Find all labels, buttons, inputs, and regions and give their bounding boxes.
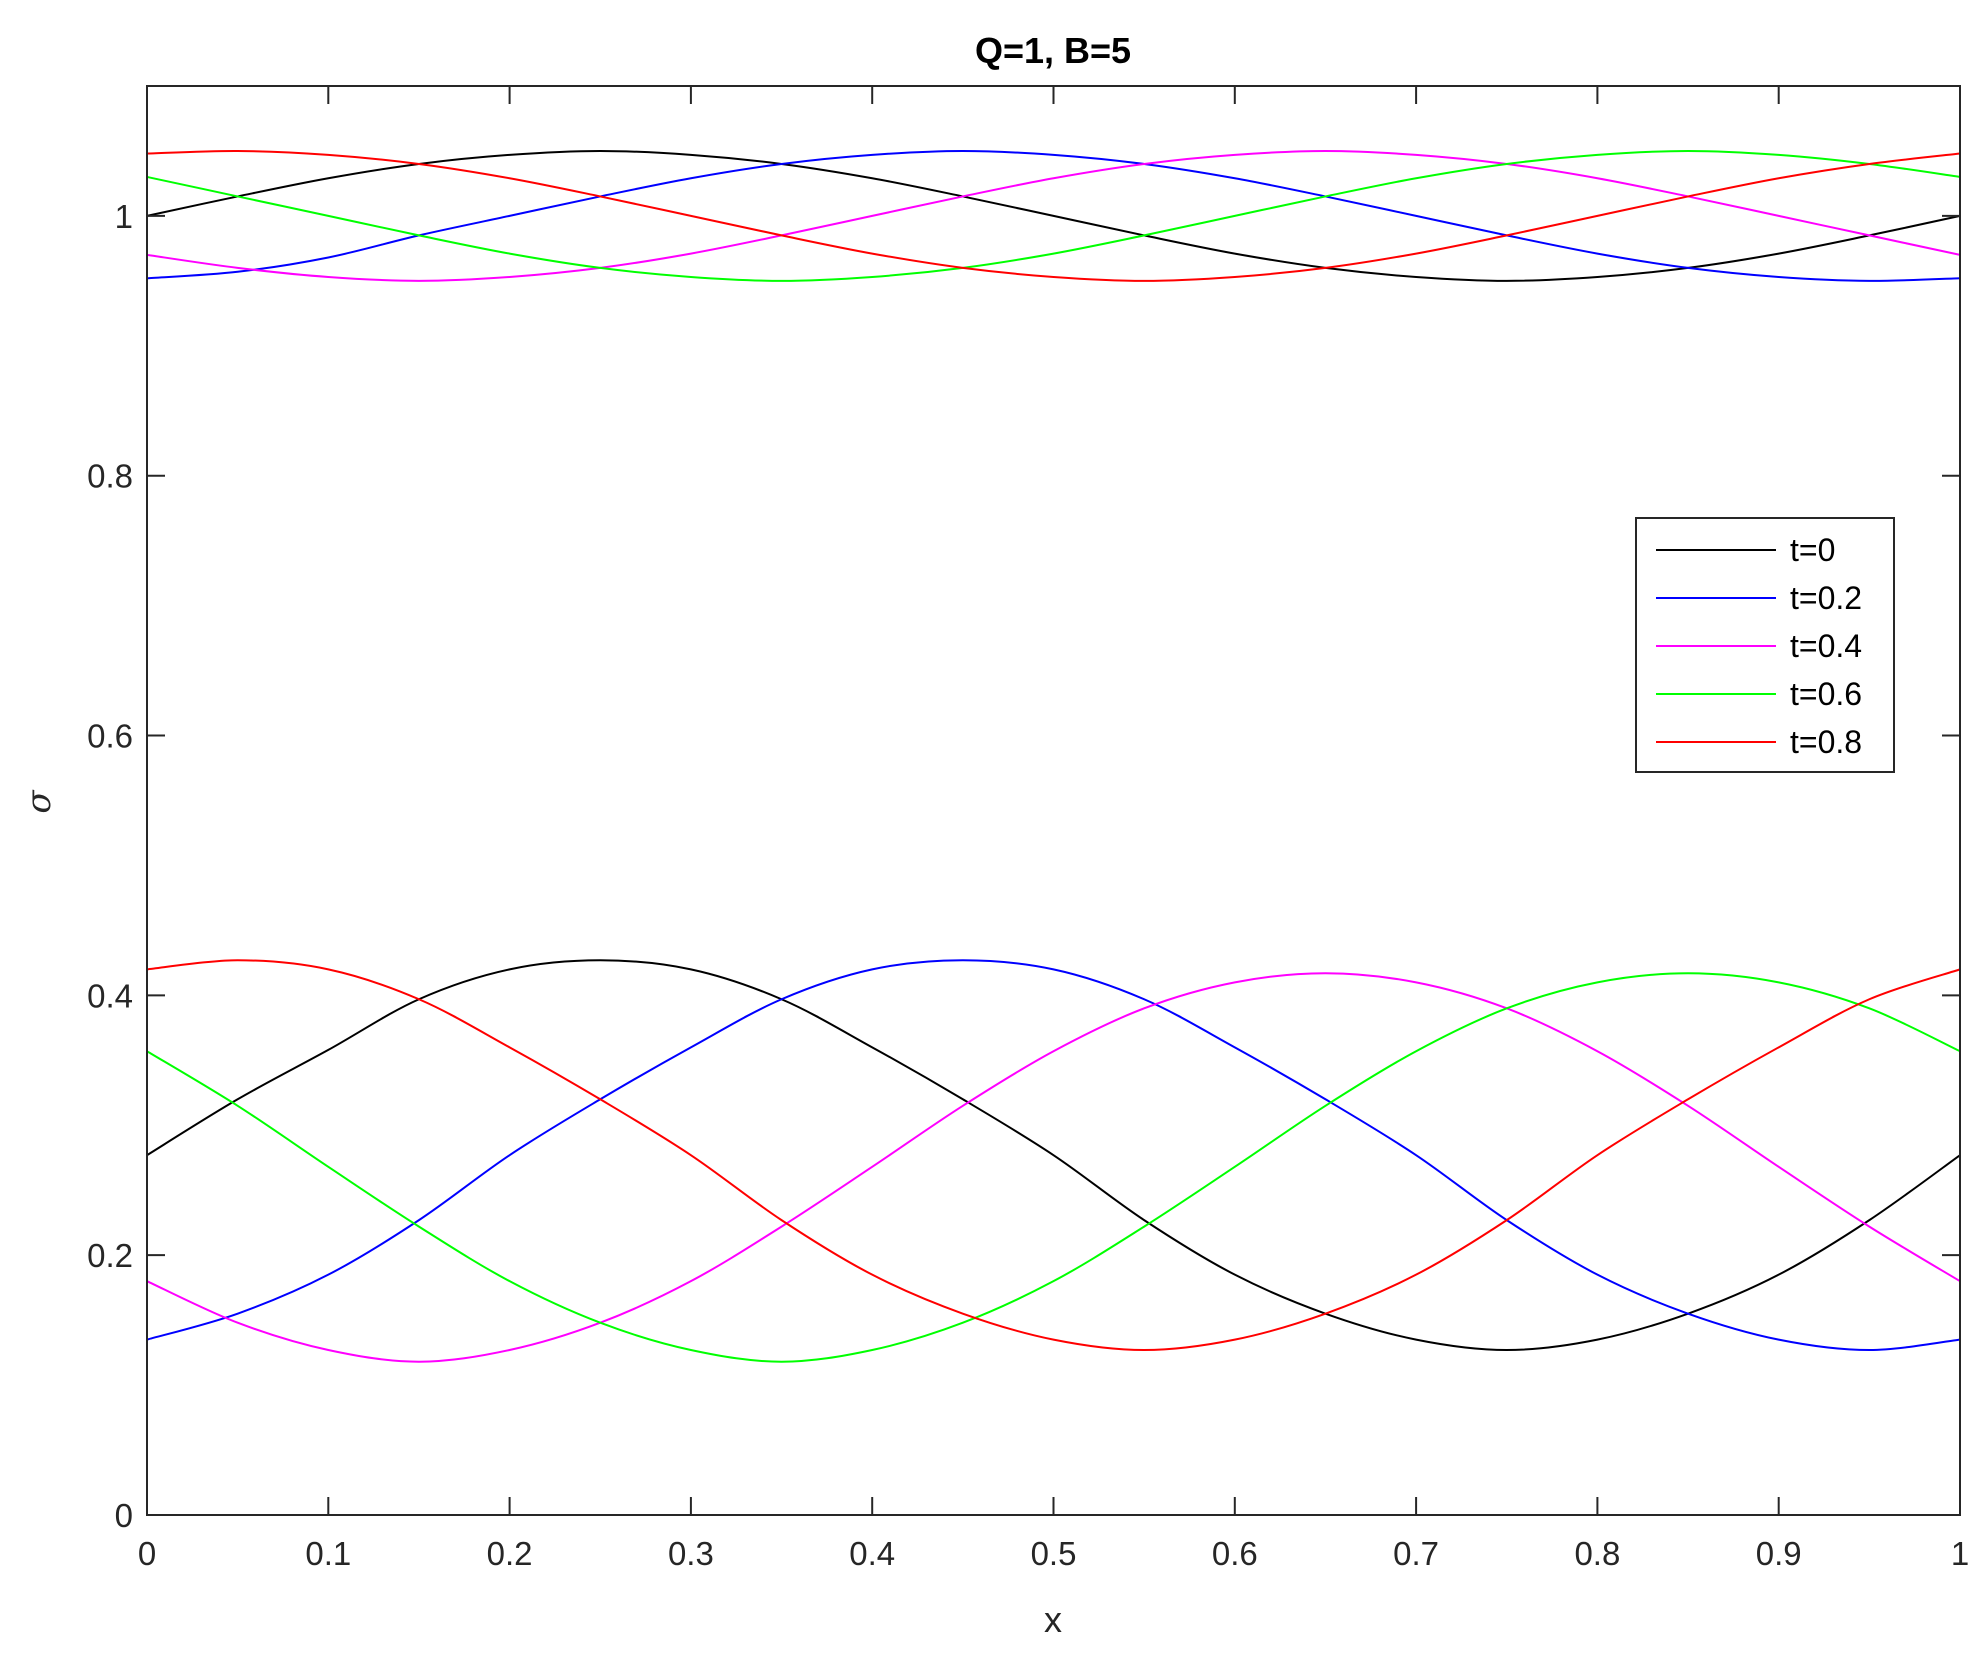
series-1 xyxy=(146,149,1961,1352)
series-5 xyxy=(146,149,1961,1352)
series-3-lower-line xyxy=(146,972,1961,1363)
x-tick-label: 0.4 xyxy=(849,1535,895,1572)
legend: t=0 t=0.2 t=0.4 t=0.6 t=0.8 xyxy=(1635,517,1895,773)
x-tick-label: 0.6 xyxy=(1212,1535,1258,1572)
y-tick-label: 0 xyxy=(115,1497,133,1534)
x-tick-label: 0.5 xyxy=(1031,1535,1077,1572)
series-1-upper-line xyxy=(146,149,1961,282)
x-axis-label: x xyxy=(1044,1599,1062,1640)
legend-item: t=0.4 xyxy=(1656,628,1862,664)
plot-area-background xyxy=(147,86,1960,1515)
y-tick-label: 0.4 xyxy=(87,977,133,1014)
plot-area-frame xyxy=(146,85,1961,1516)
y-tick-label: 0.6 xyxy=(87,718,133,755)
legend-item: t=0.2 xyxy=(1656,580,1862,616)
series-1-lower-line xyxy=(146,959,1961,1352)
series-2 xyxy=(146,149,1961,1352)
ticks-layer: 0 0.1 0.2 0.3 0.4 0.5 0.6 0.7 0.8 0.9 1 0 0.2 0.4 0.6 0… xyxy=(87,86,1969,1572)
y-tick-label: 1 xyxy=(115,198,133,235)
series-2-upper-line xyxy=(146,149,1961,282)
y-axis-label: σ xyxy=(19,790,59,814)
x-tick-label: 0.7 xyxy=(1393,1535,1439,1572)
series-5-upper-line xyxy=(146,149,1961,282)
legend-item: t=0.6 xyxy=(1656,676,1862,712)
series-layer xyxy=(146,149,1961,1363)
x-tick-label: 0 xyxy=(138,1535,156,1572)
series-2-lower-line xyxy=(146,959,1961,1352)
legend-label: t=0.4 xyxy=(1790,628,1862,664)
series-3-upper-line xyxy=(146,149,1961,282)
x-tick-label: 0.2 xyxy=(487,1535,533,1572)
series-4 xyxy=(146,149,1961,1363)
x-tick-label: 0.9 xyxy=(1756,1535,1802,1572)
x-tick-label: 0.1 xyxy=(305,1535,351,1572)
series-4-lower-line xyxy=(146,972,1961,1363)
series-3 xyxy=(146,149,1961,1363)
legend-item: t=0.8 xyxy=(1656,724,1862,760)
legend-label: t=0.2 xyxy=(1790,580,1862,616)
x-tick-label: 0.3 xyxy=(668,1535,714,1572)
legend-item: t=0 xyxy=(1656,532,1835,568)
x-tick-label: 1 xyxy=(1951,1535,1969,1572)
legend-label: t=0.8 xyxy=(1790,724,1862,760)
y-tick-label: 0.2 xyxy=(87,1237,133,1274)
legend-label: t=0 xyxy=(1790,532,1835,568)
x-tick-label: 0.8 xyxy=(1574,1535,1620,1572)
chart-title: Q=1, B=5 xyxy=(975,30,1131,71)
series-4-upper-line xyxy=(146,149,1961,282)
series-5-lower-line xyxy=(146,959,1961,1352)
legend-label: t=0.6 xyxy=(1790,676,1862,712)
legend-entries: t=0 t=0.2 t=0.4 t=0.6 t=0.8 xyxy=(1656,532,1862,760)
y-tick-label: 0.8 xyxy=(87,458,133,495)
